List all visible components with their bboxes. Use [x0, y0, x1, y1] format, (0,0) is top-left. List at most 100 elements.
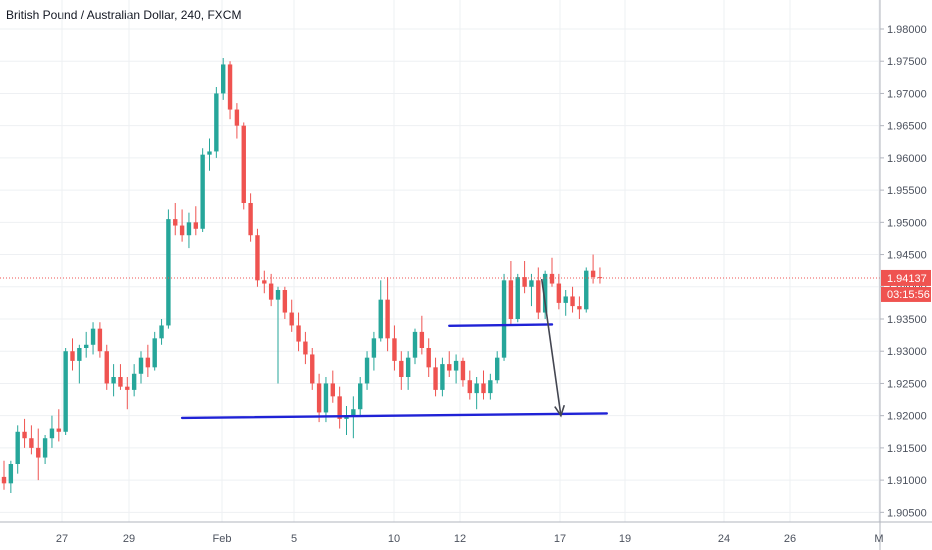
candle-body: [536, 280, 541, 313]
candle-body: [90, 328, 96, 345]
x-tick-label: 19: [619, 533, 631, 545]
drawings: [180, 278, 608, 420]
candle-body: [577, 306, 582, 310]
candle-body: [227, 64, 233, 110]
x-tick-label: 12: [454, 533, 466, 545]
candle-body: [590, 270, 596, 278]
candle-body: [481, 383, 486, 394]
candle-body: [138, 357, 144, 374]
candle-body: [42, 438, 48, 458]
candle-body: [330, 383, 335, 397]
candle-body: [234, 109, 240, 126]
y-tick-label: 1.97000: [887, 88, 927, 100]
candle-body: [399, 360, 404, 377]
candle-body: [597, 277, 603, 279]
x-tick-label: Feb: [213, 533, 232, 545]
arrow-shaft: [540, 278, 562, 416]
candle-body: [200, 154, 205, 229]
trendline: [448, 323, 554, 327]
x-tick-label: M: [874, 533, 883, 545]
x-tick-label: 29: [123, 533, 135, 545]
candle-body: [392, 338, 397, 361]
candle-body: [488, 380, 493, 394]
candle-body: [351, 409, 356, 416]
candle-body: [56, 428, 61, 432]
y-tick-label: 1.98000: [887, 24, 927, 36]
candle-body: [49, 428, 55, 439]
candle-body: [1, 476, 7, 484]
candle-body: [563, 296, 568, 303]
y-tick-label: 1.95000: [887, 217, 927, 229]
x-tick-label: 10: [388, 533, 400, 545]
candle-body: [447, 364, 452, 371]
x-tick-label: 17: [554, 533, 566, 545]
y-tick-label: 1.93500: [887, 314, 927, 326]
candle-body: [433, 367, 438, 390]
candle-body: [214, 93, 219, 152]
candle-body: [316, 383, 322, 413]
candle-body: [207, 151, 212, 155]
chart-title: British Pound / Australian Dollar, 240, …: [6, 8, 242, 22]
price-badges: 1.94137 03:15:56: [881, 269, 931, 302]
candle-body: [70, 351, 75, 361]
candles: [1, 58, 603, 493]
y-tick-label: 1.92000: [887, 411, 927, 423]
y-tick-label: 1.97500: [887, 56, 927, 68]
candle-body: [262, 280, 267, 284]
y-tick-label: 1.94500: [887, 250, 927, 262]
candle-body: [255, 235, 260, 281]
y-tick-label: 1.92500: [887, 378, 927, 390]
x-tick-label: 27: [56, 533, 68, 545]
countdown-badge: [881, 286, 931, 302]
candle-body: [36, 447, 41, 458]
candle-body: [104, 351, 109, 384]
candle-body: [8, 464, 14, 484]
y-tick-label: 1.90500: [887, 507, 927, 519]
arrow-head: [554, 404, 566, 418]
countdown-label: 03:15:56: [887, 289, 930, 301]
candle-body: [364, 357, 370, 384]
candle-body: [241, 125, 246, 203]
candle-body: [282, 290, 288, 313]
y-tick-label: 1.96500: [887, 121, 927, 133]
y-tick-label: 1.91500: [887, 443, 927, 455]
candle-body: [303, 341, 308, 355]
candle-body: [289, 312, 294, 326]
time-axis[interactable]: 27 29 Feb 5 10 12 17 19 24 26 M: [0, 521, 932, 545]
candle-body: [467, 380, 472, 394]
candle-body: [440, 364, 445, 390]
candle-body: [77, 348, 82, 361]
candle-body: [460, 360, 466, 381]
candle-body: [337, 396, 342, 419]
candle-body: [166, 219, 171, 326]
candle-body: [405, 357, 411, 377]
y-tick-label: 1.96000: [887, 153, 927, 165]
candle-body: [310, 354, 315, 384]
x-tick-label: 24: [718, 533, 730, 545]
candle-body: [159, 325, 164, 339]
candle-body: [584, 270, 589, 310]
candle-body: [145, 357, 151, 368]
y-tick-label: 1.93000: [887, 346, 927, 358]
candle-body: [378, 299, 383, 339]
candle-body: [97, 328, 103, 352]
candle-body: [84, 344, 89, 348]
candle-body: [125, 386, 130, 390]
last-price-badge: [881, 269, 931, 286]
x-tick-label: 5: [291, 533, 297, 545]
price-axis[interactable]: 1.98000 1.97500 1.97000 1.96500 1.96000 1.955…: [879, 0, 927, 550]
candle-body: [63, 351, 68, 432]
candle-body: [508, 280, 514, 319]
candle-body: [152, 338, 157, 368]
candle-body: [412, 331, 418, 358]
candle-body: [542, 273, 548, 313]
candle-body: [501, 280, 507, 358]
candle-body: [453, 360, 459, 371]
candle-body: [131, 373, 137, 390]
candle-body: [515, 277, 520, 319]
candle-body: [371, 338, 377, 358]
candle-body: [275, 290, 281, 300]
candle-body: [529, 280, 534, 287]
candle-body: [111, 377, 116, 384]
